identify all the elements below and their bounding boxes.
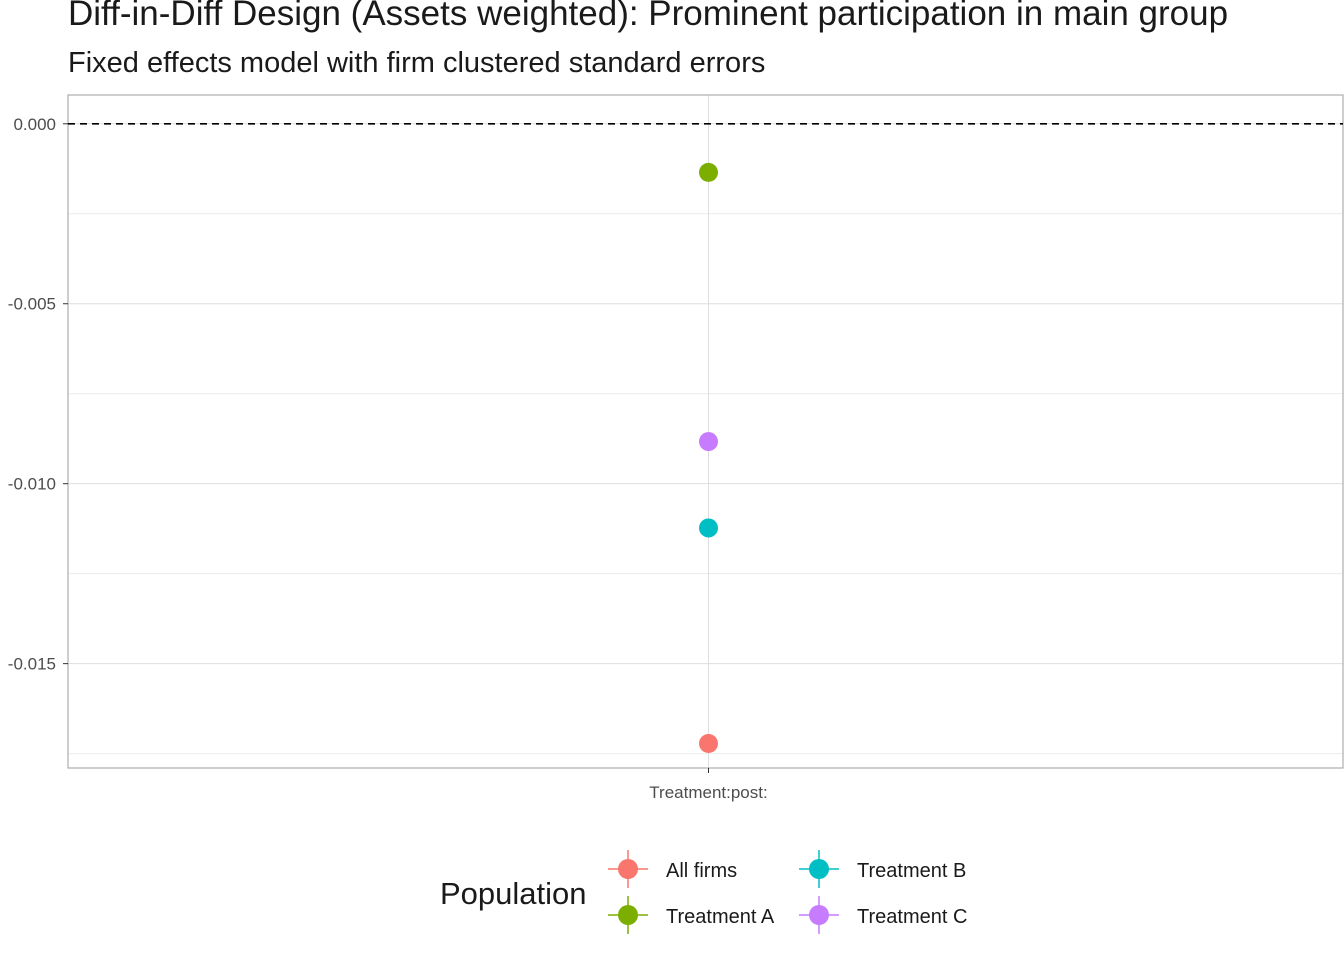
y-tick-label: -0.015 bbox=[8, 655, 56, 674]
y-tick-label: -0.005 bbox=[8, 295, 56, 314]
legend-key-point bbox=[809, 905, 829, 925]
data-point bbox=[699, 162, 718, 182]
plot-panel-border bbox=[67, 94, 1344, 769]
legend-key-point bbox=[809, 859, 829, 879]
chart-subtitle: Fixed effects model with firm clustered … bbox=[68, 47, 766, 79]
data-point bbox=[699, 734, 718, 754]
legend-key-point bbox=[618, 859, 638, 879]
legend-title: Population bbox=[440, 876, 587, 911]
legend-label: All firms bbox=[666, 860, 737, 882]
legend-label: Treatment C bbox=[857, 906, 967, 928]
legend-label: Treatment A bbox=[666, 906, 775, 928]
data-point bbox=[699, 518, 718, 538]
x-tick-label: Treatment:post: bbox=[649, 783, 767, 802]
data-point bbox=[699, 432, 718, 452]
chart-title: Diff-in-Diff Design (Assets weighted): P… bbox=[68, 0, 1229, 33]
legend-key-point bbox=[618, 905, 638, 925]
y-tick-label: -0.010 bbox=[8, 475, 56, 494]
y-tick-label: 0.000 bbox=[13, 115, 56, 134]
legend-label: Treatment B bbox=[857, 860, 966, 882]
